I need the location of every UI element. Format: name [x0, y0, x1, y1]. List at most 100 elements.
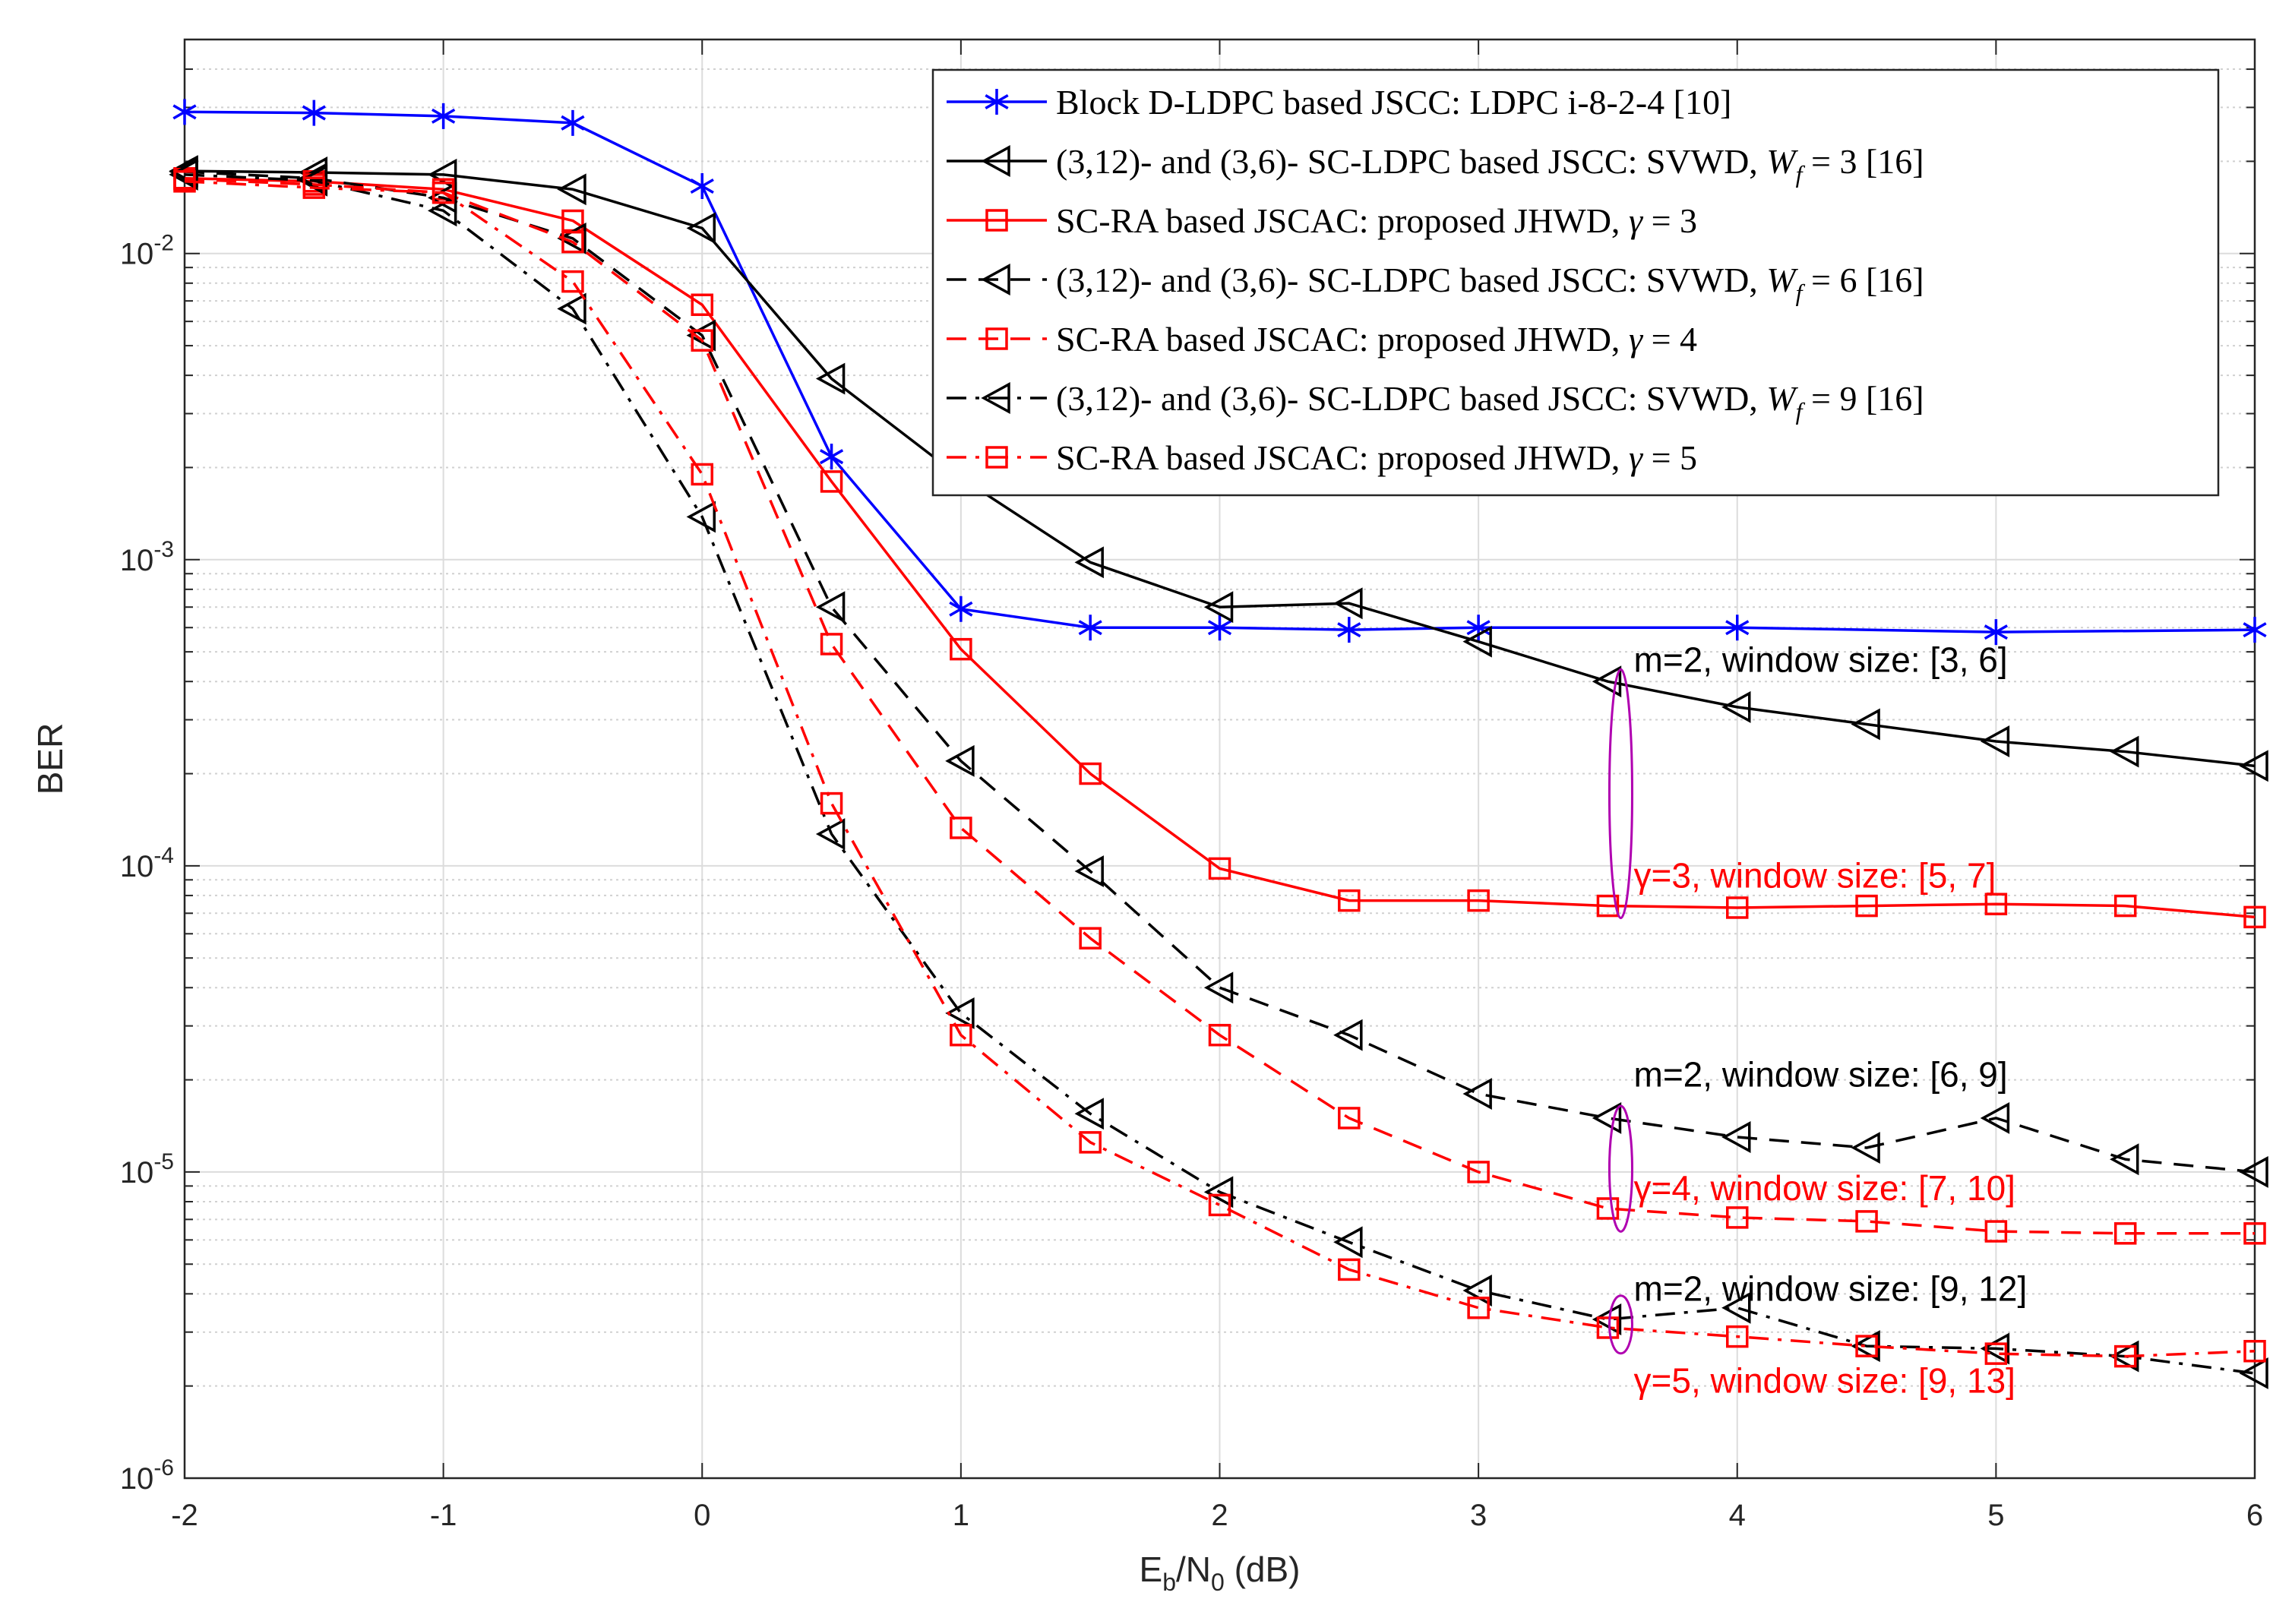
series-4-point	[1203, 972, 1234, 1004]
series-3-point	[2113, 894, 2137, 918]
y-tick-base: 10	[120, 850, 154, 883]
legend-marker	[985, 327, 1008, 350]
axis-labels: Eb/N0 (dB) BER	[30, 723, 1300, 1596]
legend-label-text: = 9 [16]	[1803, 379, 1924, 418]
series-2-point	[2239, 750, 2268, 782]
legend-label-symbol: γ	[1629, 438, 1644, 477]
y-tick-base: 10	[120, 1156, 154, 1190]
series-4-point	[1592, 1102, 1622, 1134]
legend-label-text: = 3	[1642, 201, 1697, 240]
series-3-point	[1984, 893, 2008, 915]
legend-marker	[981, 382, 1010, 414]
series-6-point	[815, 818, 846, 850]
series-5-point	[1079, 927, 1102, 949]
series-3-point	[820, 470, 843, 493]
series-6-point	[686, 501, 716, 533]
x-label-sub: b	[1162, 1569, 1176, 1596]
series-1-point	[1078, 615, 1102, 641]
legend-marker	[985, 446, 1008, 469]
series-6-point	[945, 997, 975, 1029]
x-tick-label: 6	[2246, 1499, 2263, 1532]
annotation-label: m=2, window size: [9, 12]	[1634, 1269, 2028, 1308]
series-4-point	[1333, 1019, 1363, 1051]
series-5-point	[1467, 1161, 1490, 1183]
x-tick-label: -2	[171, 1499, 198, 1532]
legend-label-symbol: γ	[1629, 320, 1644, 359]
legend-entry-4: (3,12)- and (3,6)- SC-LDPC based JSCC: S…	[947, 261, 1924, 306]
series-7-point	[2113, 1344, 2137, 1368]
series-4-point	[1462, 1078, 1492, 1110]
legend-marker	[981, 264, 1010, 295]
series-7-point	[1208, 1193, 1231, 1217]
legend-entry-6: (3,12)- and (3,6)- SC-LDPC based JSCC: S…	[947, 379, 1924, 425]
y-tick-exponent: -5	[153, 1149, 174, 1174]
series-5-point	[1338, 1107, 1361, 1130]
series-1-point	[1984, 619, 2008, 646]
y-tick-label: 10-2	[120, 231, 174, 271]
y-tick-label: 10-4	[120, 843, 174, 883]
series-1-point	[949, 596, 973, 622]
y-tick-base: 10	[120, 238, 154, 271]
legend-label: (3,12)- and (3,6)- SC-LDPC based JSCC: S…	[1056, 142, 1924, 188]
series-6-point	[2239, 1357, 2268, 1389]
legend-marker	[981, 145, 1010, 177]
x-tick-label: 5	[1987, 1499, 2004, 1532]
series-1-point	[1207, 615, 1232, 641]
legend-label: SC-RA based JSCAC: proposed JHWD, γ = 5	[1056, 438, 1697, 477]
y-tick-exponent: -4	[153, 843, 174, 868]
legend-label: SC-RA based JSCAC: proposed JHWD, γ = 4	[1056, 320, 1697, 359]
annotation-label: γ=3, window size: [5, 7]	[1634, 855, 1996, 895]
legend-label-text: = 4	[1642, 320, 1697, 359]
legend-label-text: = 6 [16]	[1803, 261, 1924, 299]
series-6-point	[1074, 1098, 1104, 1130]
series-6-point	[1980, 1332, 2010, 1365]
legend-label: (3,12)- and (3,6)- SC-LDPC based JSCC: S…	[1056, 261, 1924, 306]
series-5-point	[1208, 1023, 1231, 1047]
series-7-point	[1855, 1335, 1878, 1357]
group-ellipse	[1608, 1294, 1633, 1355]
series-layer	[169, 99, 2268, 1389]
y-axis-label: BER	[30, 723, 70, 795]
series-5-point	[950, 817, 972, 839]
series-4-point	[1721, 1121, 1751, 1153]
legend-label-symbol: W	[1766, 379, 1798, 418]
series-2-point	[2110, 735, 2139, 768]
series-7-point	[950, 1023, 972, 1047]
x-axis-label: Eb/N0 (dB)	[1140, 1550, 1301, 1596]
legend-label-symbol: W	[1766, 261, 1798, 299]
series-6	[169, 158, 2268, 1389]
series-2-point	[686, 212, 716, 245]
series-4-point	[2239, 1155, 2268, 1188]
x-tick-label: -1	[430, 1499, 457, 1532]
series-7-line	[184, 180, 2256, 1358]
series-1	[172, 99, 2267, 646]
annotations-layer: m=2, window size: [3, 6] γ=3, window size…	[1608, 640, 2028, 1401]
series-7-point	[432, 181, 455, 204]
series-2-point	[1074, 546, 1104, 579]
series-5	[173, 168, 2266, 1245]
series-1-line	[184, 110, 2256, 633]
legend-label-symbol: γ	[1629, 201, 1644, 240]
series-6-point	[557, 292, 586, 325]
series-5-point	[2243, 1222, 2266, 1245]
series-3-point	[1467, 889, 1490, 912]
series-3-point	[1208, 857, 1231, 880]
series-3-point	[1726, 896, 1749, 919]
annotation-label: m=2, window size: [6, 9]	[1634, 1055, 2008, 1095]
series-7-point	[302, 176, 326, 199]
series-7-point	[820, 791, 843, 815]
series-3-point	[1338, 889, 1361, 912]
series-1-point	[819, 444, 844, 470]
legend-label-text: SC-RA based JSCAC: proposed JHWD,	[1056, 320, 1629, 359]
series-6-point	[1592, 1303, 1622, 1335]
series-7	[173, 170, 2266, 1368]
x-tick-label: 2	[1211, 1499, 1228, 1532]
series-1-point	[1337, 617, 1361, 643]
series-1-point	[432, 103, 456, 129]
series-6-point	[169, 158, 198, 191]
series-6-point	[1721, 1291, 1751, 1324]
annotation-label: γ=4, window size: [7, 10]	[1634, 1168, 2015, 1208]
y-tick-base: 10	[120, 544, 154, 577]
legend-box	[931, 68, 2220, 497]
